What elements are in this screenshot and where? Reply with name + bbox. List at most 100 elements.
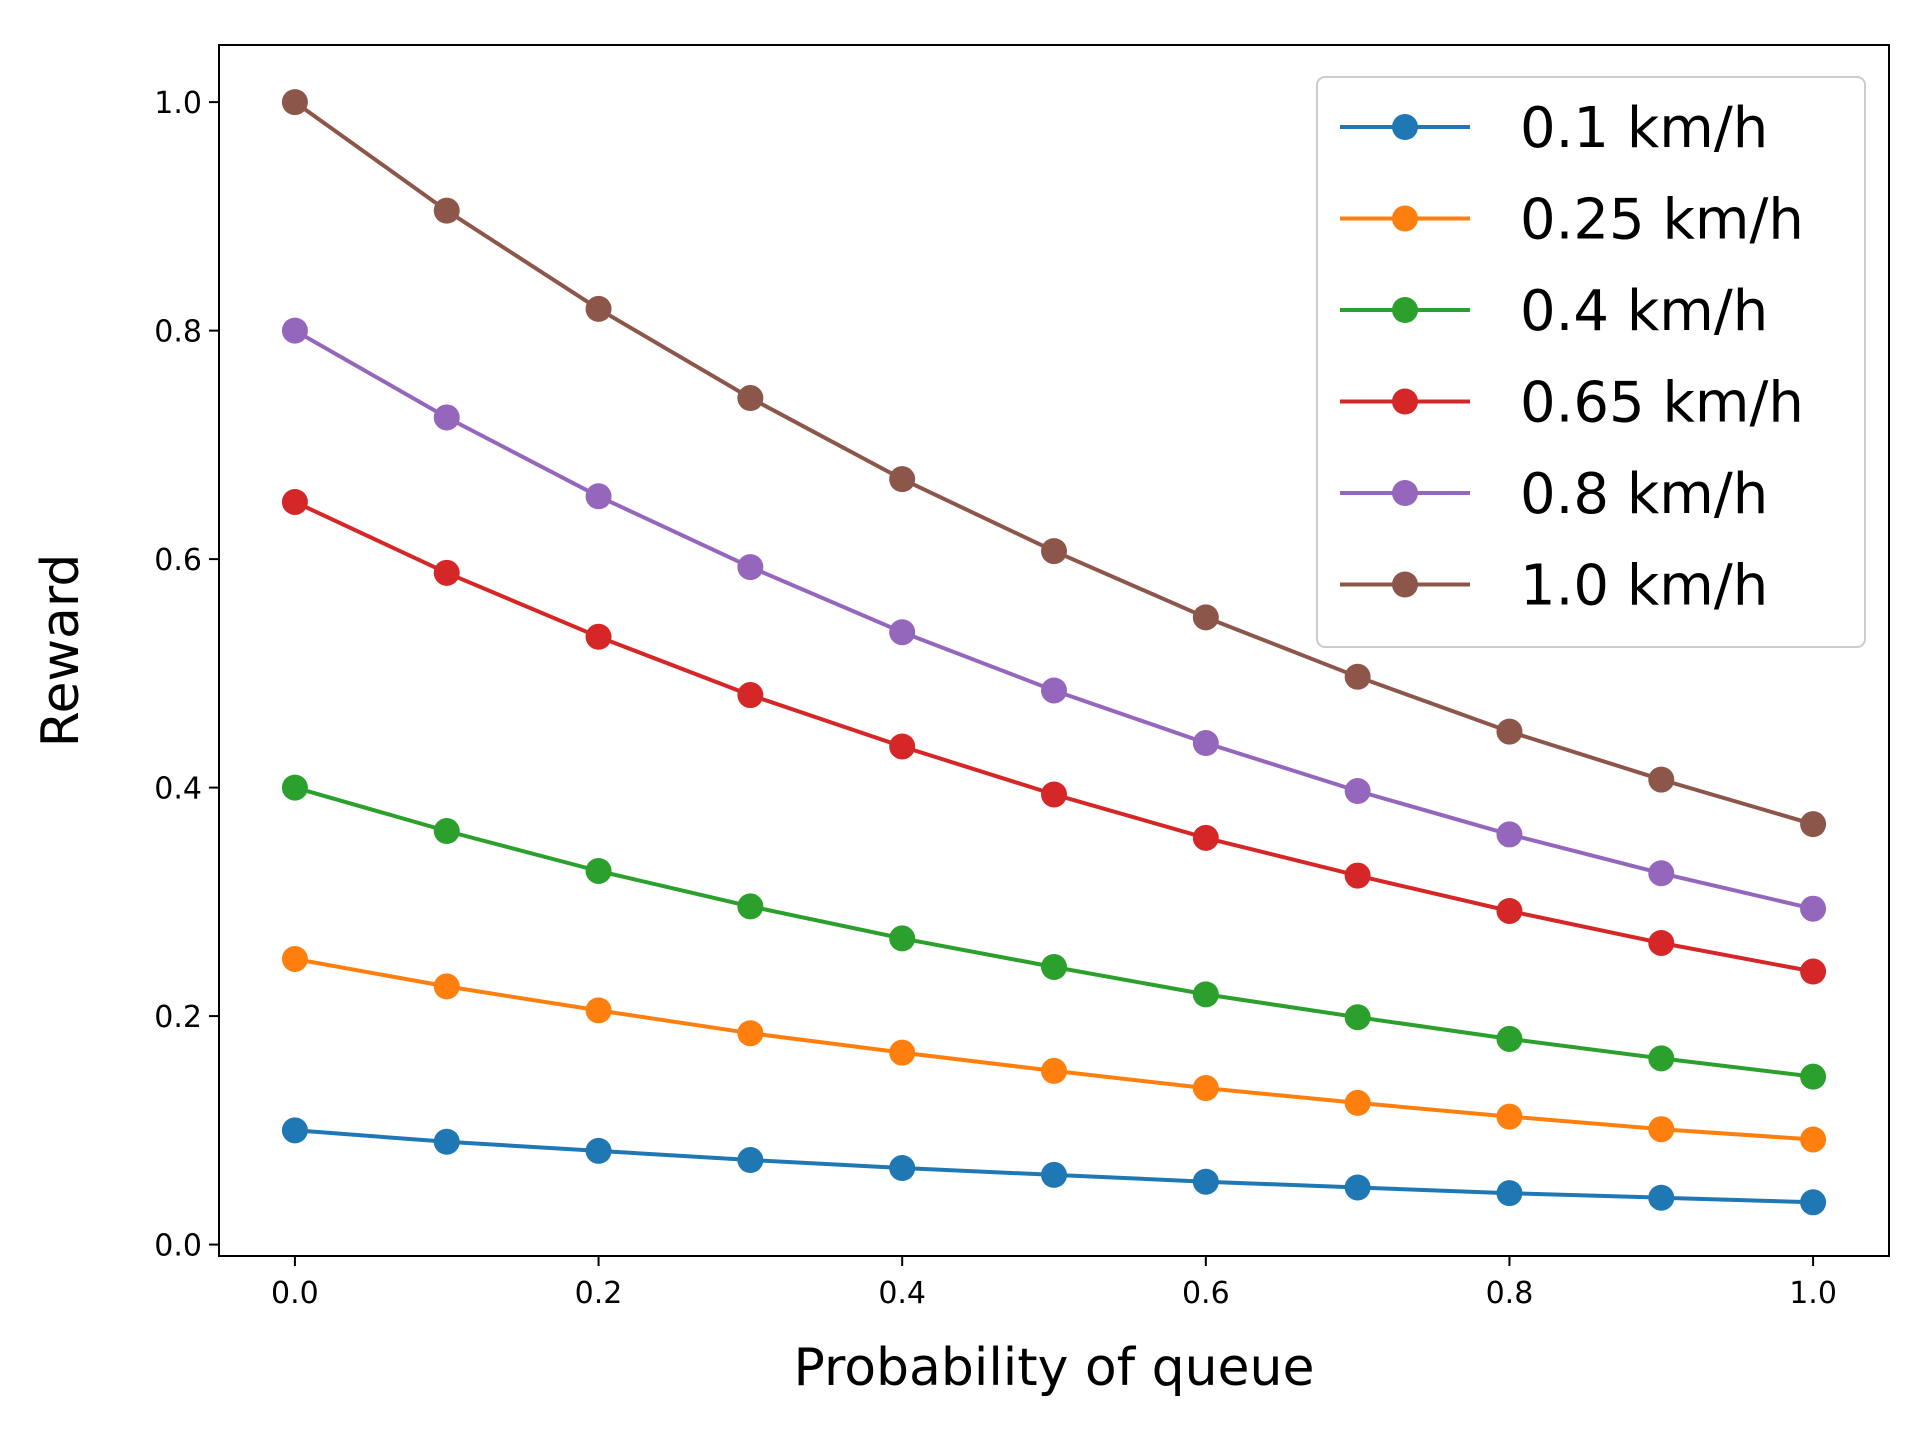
data-point (889, 1155, 916, 1182)
plot-frame (218, 44, 1890, 1257)
data-point (1800, 958, 1827, 985)
y-tick-label: 0.4 (154, 772, 202, 807)
data-point (585, 483, 612, 510)
legend: 0.1 km/h 0.25 km/h 0.4 km/h 0.65 km/h 0.8 km… (1316, 76, 1866, 648)
data-point (1496, 1025, 1523, 1052)
data-point (1041, 677, 1067, 704)
data-point (1344, 1004, 1371, 1031)
data-point (585, 623, 612, 650)
legend-item: 0.25 km/h (1340, 188, 1804, 253)
legend-item: 0.1 km/h (1340, 96, 1768, 161)
x-tick-label: 0.2 (575, 1276, 623, 1311)
x-axis: 0.0 0.2 0.4 0.6 0.8 1.0 (271, 1256, 1837, 1311)
legend-item: 1.0 km/h (1340, 554, 1768, 619)
data-point (1041, 1057, 1067, 1084)
data-point (281, 488, 308, 515)
legend-label: 0.1 km/h (1520, 96, 1768, 161)
data-point (281, 317, 308, 344)
data-point (433, 197, 460, 224)
data-point (1041, 1161, 1067, 1188)
series-3 (281, 488, 1827, 985)
data-point (737, 893, 764, 920)
data-point (1496, 1180, 1523, 1207)
y-tick-label: 0.6 (154, 543, 202, 578)
data-point (433, 973, 460, 1000)
series-2 (281, 774, 1827, 1090)
legend-swatch-marker (1392, 388, 1418, 415)
data-point (433, 1128, 460, 1155)
data-point (1041, 781, 1067, 808)
legend-swatch-marker (1392, 205, 1418, 232)
data-point (737, 1020, 764, 1047)
legend-swatch-marker (1392, 297, 1418, 323)
x-tick-label: 0.6 (1182, 1276, 1230, 1311)
data-point (585, 295, 612, 322)
data-point (1800, 1189, 1827, 1216)
legend-swatch-marker (1392, 480, 1418, 506)
data-point (1496, 718, 1523, 745)
data-point (1192, 1168, 1219, 1195)
data-point (889, 733, 916, 760)
data-point (1648, 929, 1675, 956)
data-point (1496, 1103, 1523, 1130)
data-point (737, 1147, 764, 1174)
legend-item: 0.65 km/h (1340, 371, 1804, 436)
series-5 (281, 89, 1827, 838)
data-point (433, 559, 460, 586)
data-point (889, 466, 916, 493)
data-point (281, 1117, 308, 1144)
series-layer (281, 89, 1827, 1216)
data-point (1648, 1116, 1675, 1143)
data-point (585, 997, 612, 1024)
x-axis-label: Probability of queue (794, 1338, 1315, 1398)
data-point (1344, 663, 1371, 690)
data-point (1192, 1075, 1219, 1102)
data-point (585, 857, 612, 884)
series-1 (281, 945, 1827, 1153)
data-point (889, 1039, 916, 1066)
data-point (1800, 895, 1827, 922)
data-point (889, 619, 916, 646)
data-point (1192, 824, 1219, 851)
legend-swatch-marker (1392, 114, 1418, 140)
x-tick-label: 0.8 (1486, 1276, 1534, 1311)
series-4 (281, 317, 1827, 922)
data-point (737, 385, 764, 412)
data-point (1192, 730, 1219, 757)
legend-item: 0.8 km/h (1340, 462, 1768, 527)
legend-label: 0.4 km/h (1520, 279, 1768, 344)
data-point (1344, 778, 1371, 805)
data-point (1041, 538, 1067, 565)
data-point (1192, 981, 1219, 1008)
data-point (585, 1137, 612, 1164)
data-point (433, 404, 460, 431)
data-point (281, 945, 308, 972)
data-point (889, 925, 916, 952)
data-point (1800, 811, 1827, 838)
data-point (1496, 897, 1523, 924)
x-tick-label: 1.0 (1789, 1276, 1837, 1311)
data-point (1648, 766, 1675, 793)
y-tick-label: 0.2 (154, 1000, 202, 1035)
data-point (737, 682, 764, 709)
data-point (737, 554, 764, 581)
y-tick-label: 0.0 (154, 1229, 202, 1264)
data-point (1800, 1063, 1827, 1090)
data-point (1496, 821, 1523, 848)
data-point (433, 818, 460, 845)
y-axis-label: Reward (31, 554, 91, 748)
legend-label: 0.8 km/h (1520, 462, 1768, 527)
data-point (1344, 862, 1371, 889)
y-tick-label: 1.0 (154, 86, 202, 121)
data-point (1344, 1174, 1371, 1201)
data-point (1041, 953, 1067, 980)
data-point (1648, 860, 1675, 887)
legend-label: 0.25 km/h (1520, 188, 1804, 253)
legend-swatch-marker (1392, 571, 1418, 598)
series-0 (281, 1117, 1827, 1216)
data-point (1648, 1184, 1675, 1211)
data-point (1800, 1126, 1827, 1153)
y-tick-label: 0.8 (154, 315, 202, 350)
data-point (281, 89, 308, 116)
